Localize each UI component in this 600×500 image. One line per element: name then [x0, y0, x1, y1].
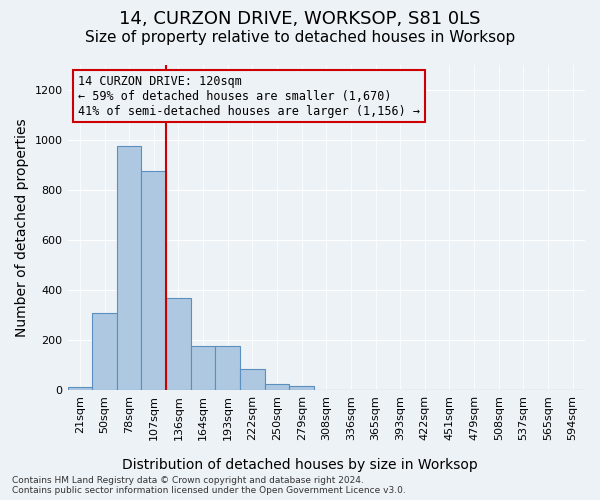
Bar [117, 146, 142, 390]
Bar [240, 369, 265, 390]
Bar [215, 346, 240, 390]
Bar [166, 298, 191, 390]
Bar [92, 312, 117, 390]
Bar [265, 384, 289, 390]
Text: Contains HM Land Registry data © Crown copyright and database right 2024.
Contai: Contains HM Land Registry data © Crown c… [12, 476, 406, 495]
Text: Distribution of detached houses by size in Worksop: Distribution of detached houses by size … [122, 458, 478, 471]
Bar [142, 172, 166, 390]
Y-axis label: Number of detached properties: Number of detached properties [15, 118, 29, 337]
Bar [68, 387, 92, 390]
Bar [191, 346, 215, 390]
Text: 14 CURZON DRIVE: 120sqm
← 59% of detached houses are smaller (1,670)
41% of semi: 14 CURZON DRIVE: 120sqm ← 59% of detache… [78, 75, 420, 118]
Text: Size of property relative to detached houses in Worksop: Size of property relative to detached ho… [85, 30, 515, 45]
Bar [289, 386, 314, 390]
Text: 14, CURZON DRIVE, WORKSOP, S81 0LS: 14, CURZON DRIVE, WORKSOP, S81 0LS [119, 10, 481, 28]
